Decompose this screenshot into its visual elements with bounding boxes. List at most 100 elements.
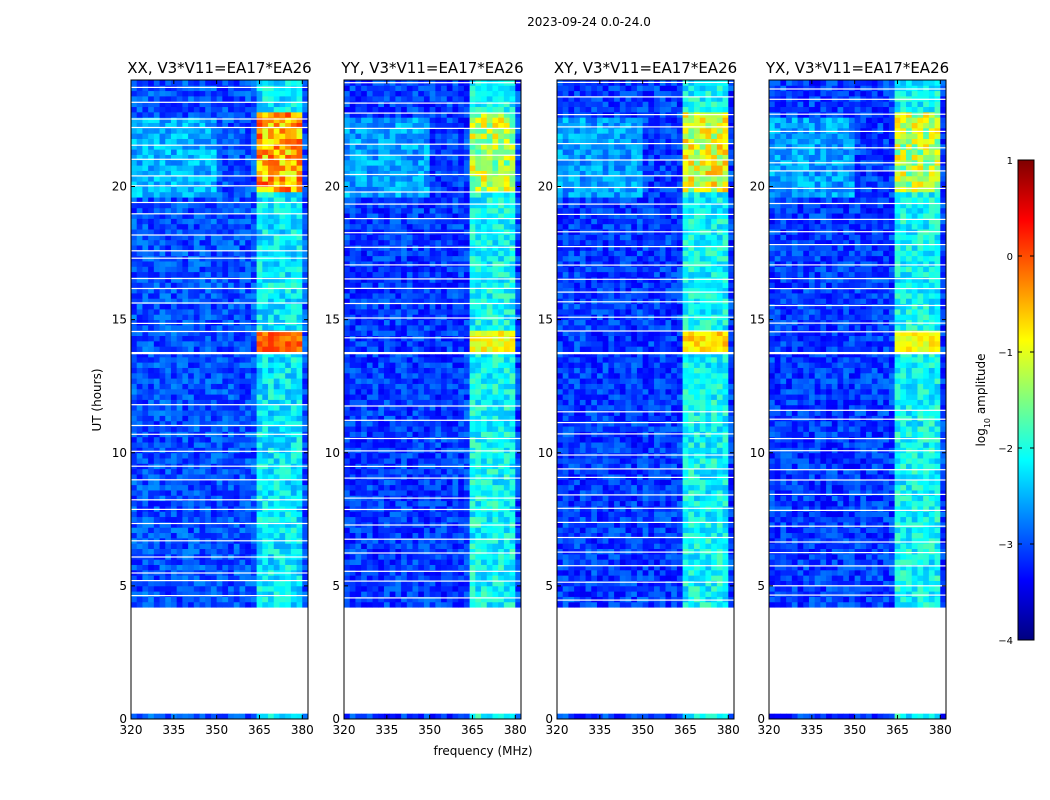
heatmap-cell [199,106,206,113]
heatmap-cell [228,575,235,581]
heatmap-cell [401,308,408,315]
heatmap-cell [515,511,522,518]
heatmap-cell [239,175,246,182]
heatmap-cell [273,117,280,124]
heatmap-cell [290,149,297,155]
heatmap-cell [233,80,240,86]
heatmap-cell [273,495,280,502]
heatmap-cell [273,415,280,422]
heatmap-cell [131,447,138,454]
heatmap-cell [372,601,379,608]
heatmap-cell [302,399,309,406]
heatmap-cell [193,356,200,363]
heatmap-cell [193,490,200,496]
heatmap-cell [239,490,246,496]
heatmap-cell [458,394,465,400]
heatmap-cell [256,362,263,368]
heatmap-cell [250,346,258,352]
heatmap-cell [458,367,465,374]
heatmap-cell [515,468,522,475]
heatmap-cell [515,426,522,432]
heatmap-cell [285,575,292,581]
heatmap-cell [509,527,516,534]
heatmap-cell [193,90,200,97]
heatmap-cell [199,591,206,597]
heatmap-cell [290,468,297,475]
heatmap-cell [469,324,476,331]
heatmap-cell [498,399,505,406]
heatmap-cell [245,415,252,422]
heatmap-cell [228,426,235,432]
heatmap-cell [193,143,200,150]
heatmap-cell [205,500,212,507]
heatmap-cell [296,527,303,534]
heatmap-cell [383,335,391,342]
heatmap-cell [296,127,303,134]
heatmap-cell [302,181,309,187]
heatmap-cell [233,346,240,352]
heatmap-cell [481,713,488,720]
heatmap-cell [458,591,465,597]
heatmap-cell [142,223,149,230]
heatmap-cell [159,575,166,581]
heatmap-cell [389,362,396,368]
heatmap-cell [222,298,229,305]
heatmap-cell [193,223,200,230]
heatmap-cell [245,90,252,97]
heatmap-cell [148,80,155,86]
heatmap-cell [131,442,138,448]
heatmap-cell [182,346,189,352]
heatmap-cell [423,543,431,549]
heatmap-cell [429,303,436,310]
heatmap-cell [418,490,425,496]
heatmap-cell [302,245,309,251]
heatmap-cell [296,484,303,491]
heatmap-cell [401,383,408,390]
heatmap-cell [389,314,396,321]
heatmap-cell [406,474,413,480]
heatmap-cell [199,442,206,448]
heatmap-cell [446,346,453,352]
heatmap-cell [148,303,155,310]
heatmap-cell [395,458,402,464]
heatmap-cell [136,314,143,321]
heatmap-cell [136,410,143,416]
heatmap-cell [429,362,436,368]
heatmap-cell [285,175,292,182]
heatmap-cell [492,490,499,496]
heatmap-cell [302,133,309,139]
heatmap-cell [302,527,309,534]
heatmap-cell [498,335,505,342]
heatmap-cell [366,506,373,512]
heatmap-cell [290,575,297,581]
heatmap-cell [441,415,448,422]
heatmap-cell [290,484,297,491]
heatmap-cell [361,527,368,534]
heatmap-cell [302,511,309,518]
heatmap-cell [349,500,356,507]
heatmap-cell [463,516,471,523]
heatmap-cell [182,170,189,177]
heatmap-cell [372,298,379,305]
heatmap-cell [165,516,172,523]
heatmap-cell [239,340,246,347]
heatmap-cell [233,154,240,161]
heatmap-cell [395,436,402,443]
heatmap-cell [250,90,258,97]
heatmap-cell [401,362,408,368]
heatmap-cell [395,537,402,544]
heatmap-cell [418,713,425,720]
heatmap-cell [256,277,263,283]
heatmap-cell [159,170,166,177]
heatmap-cell [418,575,425,581]
heatmap-cell [452,479,459,486]
heatmap-cell [285,426,292,432]
heatmap-cell [210,516,218,523]
heatmap-cell [165,532,172,539]
heatmap-cell [463,601,471,608]
heatmap-cell [279,298,286,305]
heatmap-cell [446,394,453,400]
heatmap-cell [131,601,138,608]
heatmap-cell [366,479,373,486]
heatmap-cell [349,340,356,347]
